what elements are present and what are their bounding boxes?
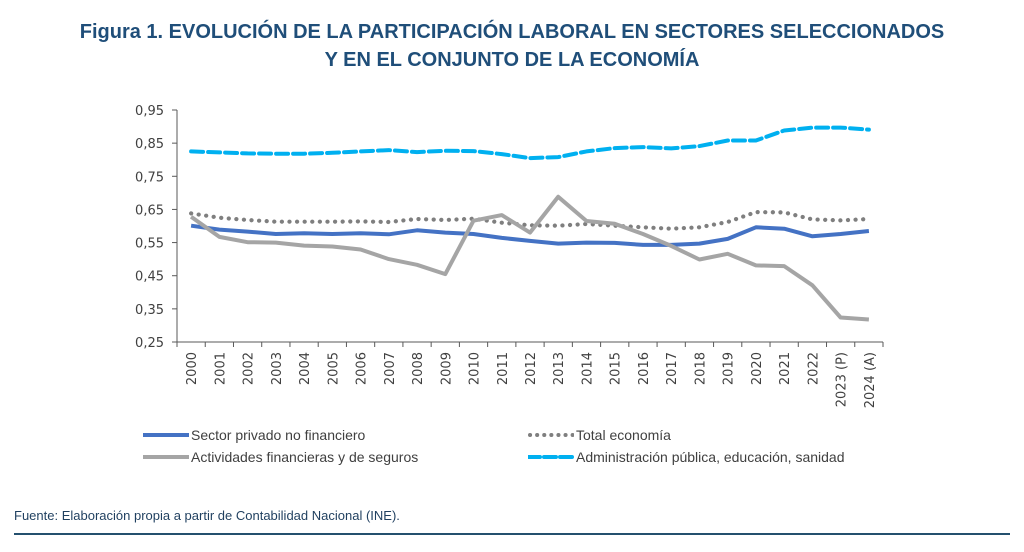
- line-chart: 0,250,350,450,550,650,750,850,95 2000 200…: [135, 104, 884, 408]
- x-tick-label: 2011: [496, 352, 511, 385]
- y-tick-label: 0,85: [135, 137, 164, 152]
- x-tick-label: 2001: [213, 352, 228, 385]
- x-tick-label: 2012: [524, 352, 539, 385]
- x-tick-label: 2002: [242, 352, 257, 385]
- y-tick-label: 0,55: [135, 237, 164, 252]
- legend: Sector privado no financiero Total econo…: [143, 427, 903, 469]
- x-tick-label: 2000: [185, 352, 200, 385]
- x-tick-label: 2005: [326, 352, 341, 385]
- series-line-sector-privado-no-financiero: [190, 223, 870, 247]
- legend-swatch-solid-grey: [143, 455, 189, 459]
- legend-swatch-solid-blue: [143, 433, 189, 437]
- source-note: Fuente: Elaboración propia a partir de C…: [14, 508, 400, 523]
- legend-label: Administración pública, educación, sanid…: [576, 449, 845, 465]
- x-tick-label: 2003: [270, 352, 285, 385]
- legend-label: Actividades financieras y de seguros: [191, 449, 419, 465]
- x-tick-label: 2010: [468, 352, 483, 385]
- x-tick-label: 2015: [609, 352, 624, 385]
- x-tick-label: 2008: [411, 352, 426, 385]
- y-tick-label: 0,45: [135, 270, 164, 285]
- y-axis: 0,25 0,35 0,45 0,55 0,65 0,75 0,85 0,95: [135, 104, 178, 351]
- figure-title-line-2: Y EN EL CONJUNTO DE LA ECONOMÍA: [324, 49, 700, 71]
- x-tick-label: 2019: [722, 352, 737, 385]
- x-tick-label: 2014: [580, 352, 595, 385]
- series-line-administracion-publica-educacion-sanidad: [189, 125, 871, 161]
- x-tick-label: 2024 (A): [863, 352, 878, 408]
- legend-item-sector-privado: Sector privado no financiero: [143, 427, 365, 443]
- legend-label: Sector privado no financiero: [191, 427, 366, 443]
- x-tick-label: 2018: [693, 352, 708, 385]
- series-group: [189, 125, 872, 322]
- x-tick-label: 2007: [383, 352, 398, 385]
- x-tick-label: 2016: [637, 352, 652, 385]
- legend-item-actividades-financieras: Actividades financieras y de seguros: [143, 449, 418, 465]
- legend-item-total-economia: Total economía: [528, 427, 671, 443]
- x-tick-label: 2021: [778, 352, 793, 385]
- y-tick-label: 0,95: [135, 104, 164, 119]
- legend-item-administracion-publica: Administración pública, educación, sanid…: [528, 449, 845, 465]
- x-tick-label: 2023 (P): [835, 352, 850, 407]
- x-tick-label: 2004: [298, 352, 313, 385]
- figure-title-line-1: Figura 1. EVOLUCIÓN DE LA PARTICIPACIÓN …: [79, 21, 945, 43]
- y-tick-label: 0,75: [135, 170, 164, 185]
- x-tick-label: 2020: [750, 352, 765, 385]
- x-tick-label: 2013: [552, 352, 567, 385]
- x-tick-label: 2006: [355, 352, 370, 385]
- legend-swatch-dashed-cyan: [528, 455, 574, 459]
- figure-title: Figura 1. EVOLUCIÓN DE LA PARTICIPACIÓN …: [0, 18, 1024, 74]
- series-line-actividades-financieras-y-de-seguros: [189, 194, 870, 322]
- legend-swatch-dotted-grey: [528, 433, 574, 437]
- x-tick-label: 2009: [439, 352, 454, 385]
- legend-label: Total economía: [576, 427, 671, 443]
- y-tick-label: 0,35: [135, 303, 164, 318]
- series-line-total-economia: [189, 209, 872, 231]
- y-tick-label: 0,65: [135, 203, 164, 218]
- x-axis: 2000 2001 2002 2003 2004 2005 2006 2007 2008 2009…: [176, 341, 884, 408]
- y-tick-label: 0,25: [135, 336, 164, 351]
- bottom-divider: [14, 533, 1010, 535]
- x-tick-label: 2017: [665, 352, 680, 385]
- x-tick-label: 2022: [806, 352, 821, 385]
